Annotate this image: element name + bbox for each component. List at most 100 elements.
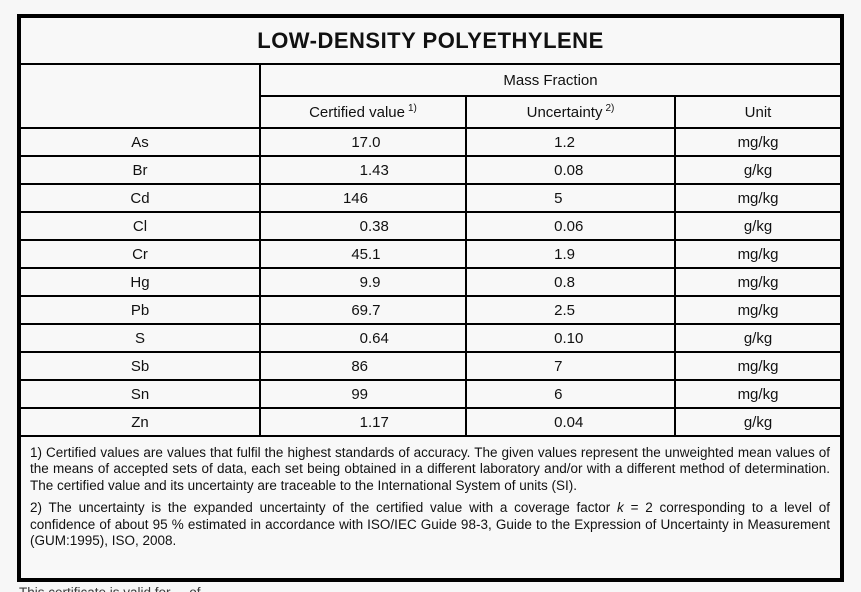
element-cell: Zn bbox=[21, 408, 261, 437]
certified-value-header: Certified value 1) bbox=[260, 96, 467, 129]
uncertainty-cell: 0.08 bbox=[466, 156, 676, 185]
element-header-blank-cell bbox=[21, 65, 261, 129]
element-cell: Hg bbox=[21, 268, 261, 297]
uncertainty-cell: 0.8 bbox=[466, 268, 676, 297]
uncertainty-frac: .8 bbox=[562, 273, 576, 291]
coverage-factor-k: k bbox=[617, 500, 624, 516]
table-row: Cd 146 5 mg/kg bbox=[21, 184, 840, 213]
certified-frac bbox=[368, 190, 398, 207]
certified-value-cell: 17.0 bbox=[260, 128, 467, 157]
footnotes-section: 1) Certified values are values that fulf… bbox=[21, 437, 840, 550]
certified-int: 1 bbox=[359, 413, 368, 431]
group-header-row: Mass Fraction bbox=[21, 65, 840, 129]
unit-cell: mg/kg bbox=[675, 268, 840, 297]
table-row: Pb 69.7 2.5 mg/kg bbox=[21, 296, 840, 325]
certified-frac: .9 bbox=[368, 273, 381, 291]
certified-int: 99 bbox=[351, 385, 368, 403]
certified-int: 1 bbox=[359, 161, 368, 179]
certified-int: 0 bbox=[359, 329, 368, 347]
certified-frac: .7 bbox=[368, 301, 381, 319]
uncertainty-int: 0 bbox=[554, 413, 563, 431]
unit-cell: g/kg bbox=[675, 212, 840, 241]
mass-fraction-header: Mass Fraction bbox=[260, 65, 840, 97]
uncertainty-int: 5 bbox=[554, 189, 563, 207]
uncertainty-int: 0 bbox=[554, 217, 563, 235]
uncertainty-frac: .04 bbox=[562, 413, 584, 431]
unit-cell: g/kg bbox=[675, 408, 840, 437]
uncertainty-int: 1 bbox=[554, 245, 563, 263]
uncertainty-frac: .10 bbox=[562, 329, 584, 347]
uncertainty-cell: 0.10 bbox=[466, 324, 676, 353]
certified-frac: .64 bbox=[368, 329, 389, 347]
element-cell: Cr bbox=[21, 240, 261, 269]
certificate-title: LOW-DENSITY POLYETHYLENE bbox=[21, 18, 840, 65]
uncertainty-header: Uncertainty 2) bbox=[466, 96, 676, 129]
certified-values-table: Mass Fraction Certified value 1) Uncertai… bbox=[21, 65, 840, 437]
certified-value-cell: 69.7 bbox=[260, 296, 467, 325]
unit-cell: g/kg bbox=[675, 156, 840, 185]
element-cell: Cd bbox=[21, 184, 261, 213]
certified-frac: .43 bbox=[368, 161, 389, 179]
element-cell: Cl bbox=[21, 212, 261, 241]
certified-frac: .17 bbox=[368, 413, 389, 431]
uncertainty-frac bbox=[563, 190, 593, 207]
uncertainty-frac bbox=[563, 386, 593, 403]
unit-cell: mg/kg bbox=[675, 184, 840, 213]
uncertainty-int: 0 bbox=[554, 161, 563, 179]
uncertainty-int: 0 bbox=[554, 329, 563, 347]
certificate-box: LOW-DENSITY POLYETHYLENE Mass Fraction C… bbox=[17, 14, 844, 582]
certified-int: 86 bbox=[351, 357, 368, 375]
unit-cell: mg/kg bbox=[675, 352, 840, 381]
uncertainty-frac: .5 bbox=[562, 301, 576, 319]
uncertainty-frac: .2 bbox=[562, 133, 576, 151]
unit-cell: mg/kg bbox=[675, 128, 840, 157]
uncertainty-int: 1 bbox=[554, 133, 563, 151]
uncertainty-cell: 5 bbox=[466, 184, 676, 213]
certified-frac bbox=[368, 386, 398, 403]
certified-frac: .38 bbox=[368, 217, 389, 235]
footnote-2-post: = 2 corresponding to a level of confiden… bbox=[30, 500, 830, 549]
certified-value-cell: 146 bbox=[260, 184, 467, 213]
certified-int: 17 bbox=[351, 133, 368, 151]
uncertainty-cell: 0.04 bbox=[466, 408, 676, 437]
footnote-1: 1) Certified values are values that fulf… bbox=[30, 445, 830, 493]
uncertainty-cell: 1.2 bbox=[466, 128, 676, 157]
certified-value-cell: 99 bbox=[260, 380, 467, 409]
footnote-2: 2) The uncertainty is the expanded uncer… bbox=[30, 500, 830, 549]
unit-header: Unit bbox=[675, 96, 840, 129]
certified-value-cell: 45.1 bbox=[260, 240, 467, 269]
uncertainty-int: 6 bbox=[554, 385, 563, 403]
uncertainty-cell: 2.5 bbox=[466, 296, 676, 325]
certified-value-cell: 1.17 bbox=[260, 408, 467, 437]
uncertainty-frac bbox=[563, 358, 593, 375]
certified-int: 0 bbox=[359, 217, 368, 235]
certified-frac: .1 bbox=[368, 245, 381, 263]
table-row: Hg 9.9 0.8 mg/kg bbox=[21, 268, 840, 297]
clipped-validity-text: This certificate is valid for ... of ... bbox=[19, 585, 839, 592]
table-row: Cl 0.38 0.06 g/kg bbox=[21, 212, 840, 241]
footnote2-marker: 2) bbox=[605, 103, 615, 114]
table-row: As 17.0 1.2 mg/kg bbox=[21, 128, 840, 157]
element-cell: Pb bbox=[21, 296, 261, 325]
certified-value-cell: 1.43 bbox=[260, 156, 467, 185]
column-header-row: Certified value 1) Uncertainty 2) Unit bbox=[21, 96, 840, 129]
table-row: Sn 99 6 mg/kg bbox=[21, 380, 840, 409]
uncertainty-cell: 0.06 bbox=[466, 212, 676, 241]
certified-value-header-label: Certified value bbox=[309, 104, 405, 121]
uncertainty-int: 0 bbox=[554, 273, 563, 291]
table-row: S 0.64 0.10 g/kg bbox=[21, 324, 840, 353]
certified-int: 9 bbox=[359, 273, 368, 291]
element-cell: Sn bbox=[21, 380, 261, 409]
certified-value-cell: 86 bbox=[260, 352, 467, 381]
footnote1-marker: 1) bbox=[407, 103, 417, 114]
certified-int: 146 bbox=[342, 189, 368, 207]
unit-cell: g/kg bbox=[675, 324, 840, 353]
unit-cell: mg/kg bbox=[675, 380, 840, 409]
element-cell: Br bbox=[21, 156, 261, 185]
uncertainty-int: 2 bbox=[554, 301, 563, 319]
certified-frac bbox=[368, 358, 398, 375]
certified-value-cell: 0.64 bbox=[260, 324, 467, 353]
table-row: Sb 86 7 mg/kg bbox=[21, 352, 840, 381]
table-row: Cr 45.1 1.9 mg/kg bbox=[21, 240, 840, 269]
footnote-2-pre: 2) The uncertainty is the expanded uncer… bbox=[30, 500, 618, 516]
